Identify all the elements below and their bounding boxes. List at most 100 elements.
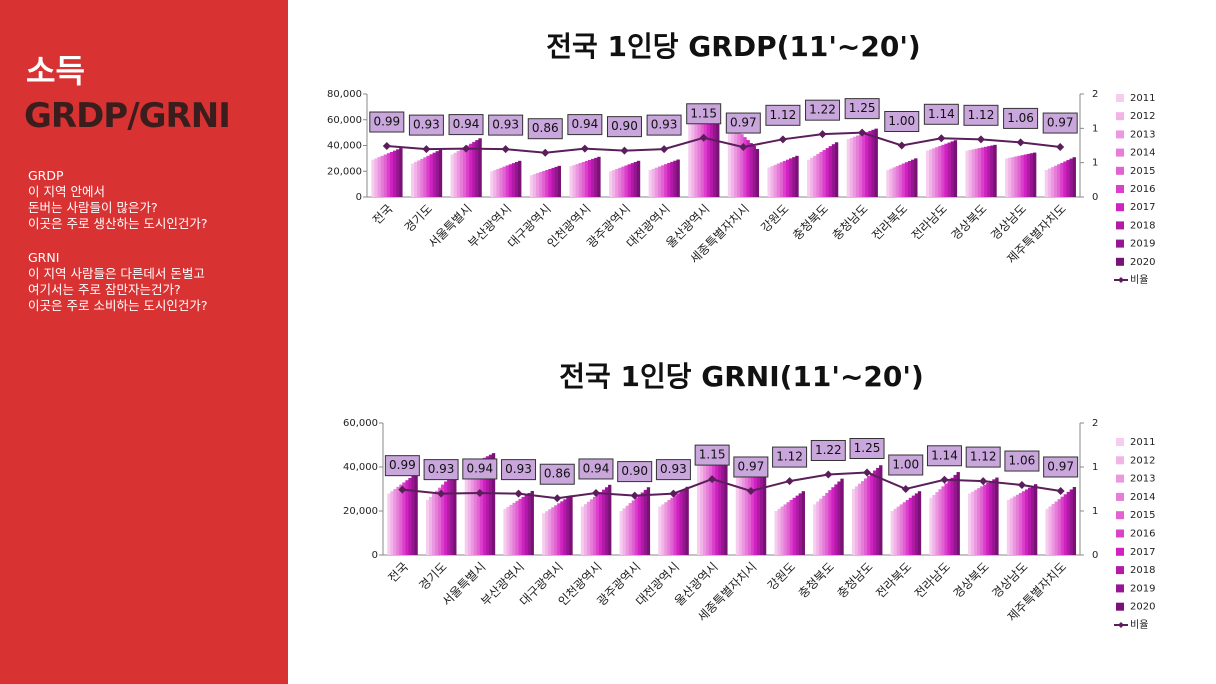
bar — [825, 492, 829, 555]
legend-swatch — [1116, 239, 1124, 248]
bar — [1033, 484, 1038, 555]
bar — [828, 146, 833, 197]
bar — [676, 493, 680, 555]
bar — [1023, 154, 1028, 197]
bar — [1063, 161, 1067, 197]
bar — [807, 159, 811, 197]
ratio-marker — [979, 477, 988, 486]
bar — [435, 490, 439, 555]
bar — [387, 493, 391, 555]
data-label: 1.15 — [690, 106, 717, 120]
bar — [595, 494, 600, 555]
bar — [450, 475, 454, 555]
ratio-marker — [818, 130, 827, 139]
line: 돈버는 사람들이 많은가? — [28, 200, 158, 215]
bar — [956, 472, 960, 555]
bar — [383, 154, 388, 197]
bar — [426, 155, 430, 197]
label-box — [646, 114, 682, 136]
bar — [953, 474, 957, 555]
bar — [435, 151, 440, 197]
bar — [825, 148, 830, 197]
bar — [673, 495, 677, 555]
bar — [905, 500, 910, 555]
y2-tick-label: 0 — [1092, 192, 1098, 203]
ratio-marker — [739, 143, 748, 152]
bar — [643, 489, 648, 555]
bar — [914, 493, 919, 555]
ratio-marker — [462, 144, 471, 153]
bar — [636, 160, 641, 197]
x-tick-label: 경기도 — [402, 202, 435, 235]
bar — [953, 140, 958, 197]
bar — [792, 497, 796, 555]
bar — [509, 504, 513, 555]
bar — [618, 167, 622, 197]
bar — [899, 504, 904, 555]
bar — [837, 481, 841, 555]
bar — [676, 159, 680, 197]
bar — [892, 167, 896, 197]
bar — [453, 472, 457, 555]
ratio-marker — [660, 145, 669, 154]
label-box — [369, 111, 405, 133]
data-label: 0.93 — [413, 118, 440, 132]
charts: 전국 1인당 GRDP(11'~20') 0 20,000 40,000 60,000 8… — [327, 30, 1155, 631]
y-tick-label: 80,000 — [327, 89, 362, 100]
legend-marker — [1118, 277, 1124, 283]
label-box — [1004, 450, 1040, 472]
ratio-marker — [669, 489, 678, 498]
data-label: 0.99 — [373, 115, 400, 129]
legend-swatch — [1116, 547, 1124, 556]
bar — [396, 149, 400, 197]
ratio-marker — [901, 485, 910, 493]
bar — [1030, 485, 1035, 555]
y-tick-label: 20,000 — [327, 166, 362, 177]
y-tick-label: 0 — [372, 550, 378, 561]
bar — [1024, 489, 1029, 555]
ratio-marker — [398, 485, 407, 494]
bar — [399, 484, 403, 555]
bar — [767, 167, 771, 197]
bar — [780, 506, 784, 555]
x-tick-label: 전국 — [385, 560, 411, 586]
bar — [774, 511, 778, 555]
bar — [1008, 157, 1012, 197]
legend-label: 2012 — [1130, 455, 1155, 466]
bar — [816, 153, 820, 197]
bar — [740, 134, 744, 197]
bar — [859, 134, 863, 197]
bar — [890, 511, 894, 555]
bar — [646, 487, 651, 555]
bar — [572, 165, 576, 197]
ratio-marker — [422, 145, 431, 154]
label-box — [725, 112, 761, 134]
bar — [464, 467, 469, 555]
data-label: 1.14 — [931, 448, 958, 462]
bar — [834, 484, 838, 555]
y2-tick-label: 1 — [1092, 462, 1098, 473]
ratio-marker — [580, 144, 589, 153]
label-box — [384, 455, 420, 477]
bar — [581, 161, 586, 197]
bar — [1069, 158, 1073, 197]
legend-swatch — [1116, 602, 1124, 611]
bar — [625, 505, 629, 555]
bar — [1045, 508, 1049, 555]
bar — [441, 484, 445, 555]
bar — [968, 493, 972, 555]
ratio-marker — [824, 470, 833, 479]
bar — [667, 500, 671, 555]
y2-tick-label: 1 — [1092, 123, 1098, 134]
legend-swatch — [1116, 584, 1124, 593]
x-tick-label: 전라남도 — [912, 560, 953, 601]
bar — [752, 146, 756, 197]
bar — [724, 448, 728, 555]
data-label: 0.97 — [1047, 116, 1074, 130]
bar — [682, 489, 686, 555]
ratio-marker — [1056, 143, 1065, 152]
bar — [795, 495, 799, 555]
bar — [473, 462, 478, 555]
bar — [658, 506, 662, 555]
ratio-marker — [514, 489, 523, 498]
